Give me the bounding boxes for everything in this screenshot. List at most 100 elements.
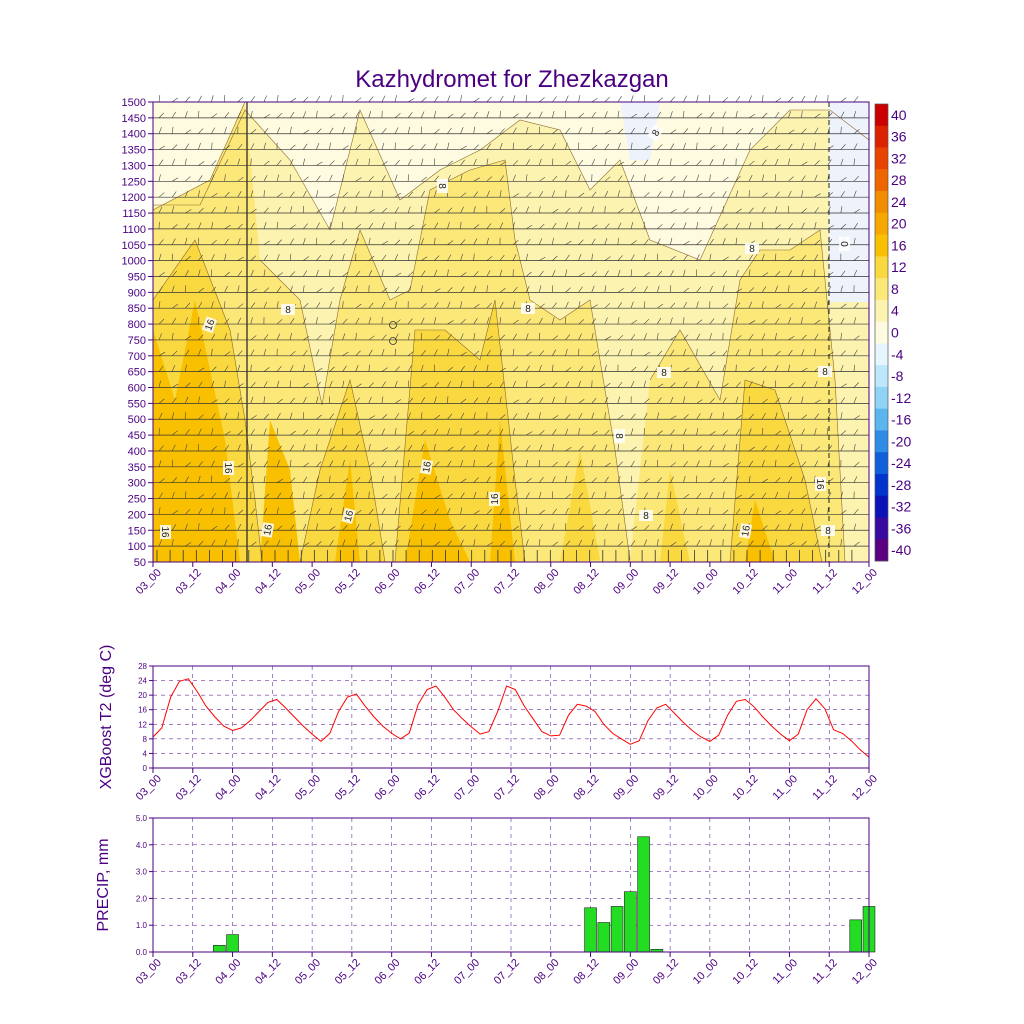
wind-barb: [512, 95, 516, 103]
cross-section-y-tick-label: 1100: [122, 224, 146, 236]
cross-section-x-tick-label: 07_12: [492, 567, 522, 597]
wind-barb: [342, 206, 346, 214]
contour-label-bg: [160, 525, 171, 539]
wind-barb: [774, 111, 780, 119]
wind-barb: [565, 428, 569, 436]
wind-barb: [775, 350, 781, 357]
wind-barb: [198, 367, 205, 372]
wind-barb: [748, 320, 756, 325]
wind-barb: [473, 430, 480, 436]
wind-barb: [643, 445, 649, 452]
wind-barb: [329, 222, 332, 229]
wind-barb: [670, 223, 675, 230]
wind-barb: [761, 174, 765, 182]
wind-barb: [185, 462, 191, 468]
wind-barb: [158, 192, 165, 198]
wind-barb: [630, 207, 636, 214]
wind-barb: [460, 398, 467, 404]
wind-barb: [342, 380, 345, 388]
wind-barb: [643, 301, 646, 309]
wind-barb: [748, 95, 752, 103]
wind-barb: [709, 365, 714, 372]
wind-barb: [761, 380, 765, 388]
contour-label-group: 8: [818, 366, 832, 378]
temperature-series: [152, 678, 870, 758]
wind-barb: [237, 509, 244, 515]
cross-section-y-tick-label: 750: [128, 335, 146, 347]
wind-barb: [158, 492, 163, 499]
wind-barb: [696, 174, 700, 182]
wind-barb: [184, 364, 187, 372]
cross-section-y-tick-label: 150: [128, 525, 146, 537]
wind-barb: [355, 397, 360, 404]
wind-barb: [735, 494, 743, 499]
wind-barb: [788, 523, 792, 531]
colorbar-swatch: [875, 517, 888, 540]
wind-barb: [578, 539, 583, 547]
wind-barb: [814, 254, 819, 261]
colorbar-swatch: [875, 386, 888, 409]
wind-barb: [525, 238, 531, 245]
wind-barb: [316, 523, 318, 531]
wind-barb: [696, 366, 702, 372]
wind-barb: [670, 429, 675, 436]
wind-barb: [263, 540, 269, 547]
wind-barb: [237, 430, 243, 436]
wind-barb: [499, 396, 502, 404]
wind-barb: [420, 397, 425, 404]
wind-barb: [237, 111, 242, 118]
wind-barb: [342, 333, 346, 341]
contour-label-bg: [745, 243, 759, 254]
contour-label-bg: [738, 523, 753, 539]
wind-barb: [539, 177, 546, 182]
wind-barb: [250, 128, 257, 134]
wind-barb: [237, 191, 242, 198]
wind-barb: [355, 158, 359, 166]
contour-label-bg: [281, 304, 295, 315]
wind-barb: [434, 302, 439, 309]
wind-barb: [316, 317, 318, 325]
cross-section-y-tick-label: 450: [128, 430, 146, 442]
wind-barb: [263, 446, 270, 452]
wind-barb: [486, 223, 492, 230]
wind-barb: [643, 174, 646, 182]
wind-barb: [407, 398, 414, 404]
wind-barb: [814, 333, 819, 341]
wind-barb: [302, 270, 308, 277]
wind-barb: [434, 269, 438, 277]
wind-barb: [355, 332, 357, 340]
wind-barb: [355, 206, 358, 214]
wind-barb: [316, 475, 319, 483]
wind-barb: [525, 192, 532, 198]
wind-barb: [381, 334, 387, 341]
wind-barb: [486, 349, 491, 356]
wind-barb: [801, 367, 808, 372]
temperature-y-tick-label: 16: [138, 706, 147, 715]
wind-barb: [748, 334, 754, 341]
wind-barb: [224, 333, 227, 341]
wind-barb: [211, 333, 216, 341]
wind-barb: [420, 190, 425, 198]
wind-barb: [670, 491, 672, 499]
wind-barb: [355, 444, 360, 452]
cross-section-x-tick-label: 07_00: [452, 567, 482, 597]
wind-barb: [774, 158, 779, 166]
precip-bar: [597, 922, 611, 953]
wind-barb: [774, 524, 780, 531]
wind-barb: [198, 142, 201, 150]
wind-barb: [184, 270, 189, 277]
wind-barb: [342, 286, 347, 293]
wind-barb: [316, 302, 321, 309]
wind-barb: [814, 507, 818, 515]
wind-barb: [473, 491, 477, 499]
wind-barb: [407, 444, 413, 452]
wind-barb: [329, 319, 336, 325]
wind-barb: [578, 366, 584, 372]
wind-barb: [670, 129, 677, 134]
wind-barb: [381, 396, 384, 404]
wind-barb: [381, 523, 383, 531]
wind-barb: [276, 272, 284, 277]
wind-barb: [342, 159, 347, 166]
wind-barb: [381, 367, 388, 372]
wind-barb: [342, 239, 348, 245]
